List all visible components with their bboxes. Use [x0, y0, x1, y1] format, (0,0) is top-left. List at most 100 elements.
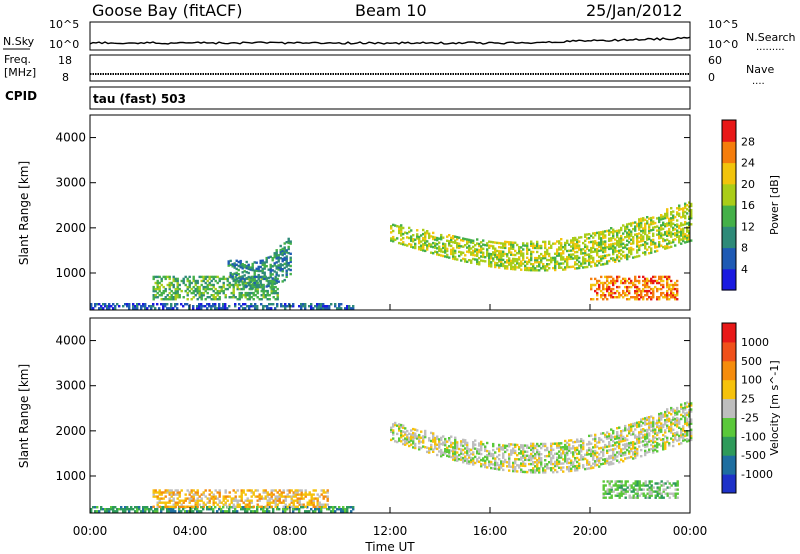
velocity-cell: [578, 458, 581, 461]
power-cell: [578, 240, 581, 243]
velocity-cell: [478, 456, 481, 459]
power-cell: [260, 277, 263, 281]
velocity-cell: [598, 465, 601, 468]
velocity-cell: [272, 501, 275, 504]
velocity-cell: [636, 454, 639, 457]
power-cell: [156, 291, 159, 295]
power-cell: [287, 241, 290, 245]
velocity-cell: [204, 489, 207, 492]
power-cell: [572, 243, 575, 246]
power-cell: [608, 243, 611, 246]
power-cell: [281, 257, 284, 261]
power-cell: [668, 223, 671, 227]
power-cell: [283, 256, 286, 259]
velocity-cell: [684, 416, 687, 419]
velocity-cell: [586, 453, 589, 456]
velocity-cell: [486, 441, 489, 445]
power-cell: [542, 254, 545, 258]
velocity-cell: [568, 447, 571, 450]
velocity-cell: [672, 494, 675, 497]
velocity-cell: [674, 421, 677, 425]
velocity-cell: [588, 448, 591, 452]
power-cell: [686, 228, 689, 231]
power-cell: [160, 279, 163, 283]
velocity-cell: [216, 510, 219, 513]
power-cell: [656, 233, 659, 236]
power-cell: [514, 241, 517, 244]
velocity-cell: [488, 454, 491, 457]
power-cell: [514, 266, 517, 269]
power-cell: [648, 296, 651, 299]
power-cell: [406, 244, 409, 247]
power-cell: [546, 248, 549, 252]
velocity-cell: [628, 432, 631, 435]
power-cell: [598, 255, 601, 259]
velocity-cell: [532, 467, 535, 470]
power-cell: [328, 305, 331, 308]
power-cell: [454, 257, 457, 261]
power-cell: [684, 235, 687, 238]
power-cell: [285, 263, 288, 266]
velocity-cell: [544, 442, 547, 446]
power-cell: [584, 262, 587, 265]
power-cell: [212, 275, 215, 279]
velocity-cell: [182, 499, 185, 502]
velocity-cell: [560, 454, 563, 457]
velocity-cell: [508, 443, 511, 446]
power-cell: [670, 233, 673, 236]
velocity-cell: [642, 444, 645, 447]
power-cell: [261, 285, 264, 289]
power-cell: [450, 248, 453, 252]
velocity-cell: [552, 466, 555, 470]
power-cell: [676, 219, 679, 222]
power-cell: [420, 246, 423, 249]
velocity-cell: [448, 451, 451, 454]
velocity-cell: [274, 495, 277, 498]
power-cell: [100, 305, 103, 308]
power-cell: [245, 271, 248, 274]
power-cell: [156, 287, 159, 291]
power-cell: [488, 264, 491, 268]
velocity-cell: [614, 480, 617, 483]
power-cell: [156, 285, 159, 289]
velocity-cell: [312, 499, 315, 502]
power-cell: [562, 256, 565, 259]
velocity-cell: [666, 438, 669, 442]
velocity-cell: [520, 444, 523, 447]
power-cell: [602, 291, 605, 295]
power-cell: [606, 285, 609, 289]
power-cell: [279, 248, 282, 252]
velocity-cell: [498, 468, 501, 471]
power-cell: [674, 238, 677, 241]
power-cell: [510, 241, 513, 244]
power-cell: [626, 231, 629, 234]
velocity-cell: [600, 432, 603, 435]
power-cell: [238, 294, 241, 297]
power-cell: [156, 279, 159, 283]
power-cell: [602, 294, 605, 297]
velocity-cell: [536, 461, 539, 464]
velocity-cell: [318, 508, 321, 511]
power-cell: [604, 248, 607, 251]
power-cell: [170, 305, 173, 308]
power-cell: [496, 257, 499, 261]
power-cell: [542, 240, 545, 244]
power-cell: [244, 303, 247, 306]
power-cell: [162, 305, 165, 308]
velocity-cell: [686, 434, 689, 437]
velocity-cell: [282, 501, 285, 504]
velocity-cell: [602, 450, 605, 453]
velocity-cell: [640, 428, 643, 431]
power-cell: [176, 296, 179, 299]
power-cell: [281, 247, 284, 251]
power-cell: [158, 275, 161, 279]
power-cell: [548, 242, 551, 245]
power-cell: [584, 235, 587, 238]
power-cell: [680, 234, 683, 237]
power-cell: [247, 284, 250, 287]
power-cell: [148, 305, 151, 308]
power-cell: [222, 303, 225, 306]
velocity-cell: [162, 508, 165, 511]
velocity-cell: [194, 491, 197, 494]
velocity-cell: [676, 419, 679, 422]
